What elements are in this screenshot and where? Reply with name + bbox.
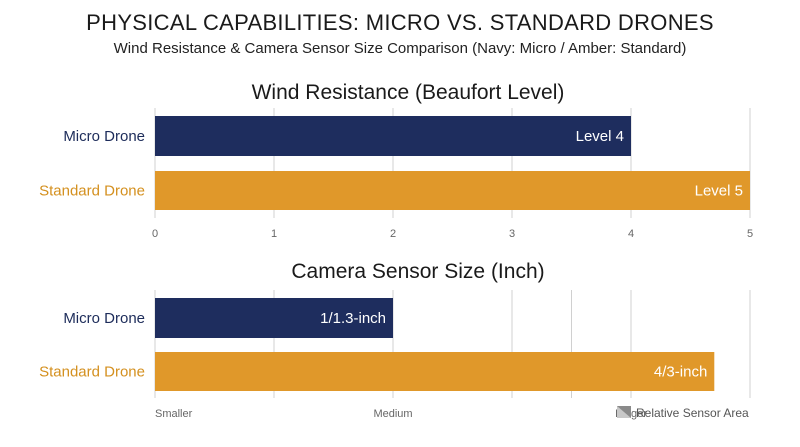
wind-tick-label: 5 xyxy=(747,228,753,240)
sensor-value-label: 4/3-inch xyxy=(654,364,707,381)
main-title: PHYSICAL CAPABILITIES: MICRO VS. STANDAR… xyxy=(86,10,714,35)
subtitle: Wind Resistance & Camera Sensor Size Com… xyxy=(113,40,687,57)
wind-tick-label: 4 xyxy=(628,228,634,240)
wind-value-label: Level 4 xyxy=(576,128,624,145)
sensor-bars: Micro Drone 1/1.3-inch Standard Drone 4/3-i… xyxy=(39,298,715,391)
sensor-category-label: Standard Drone xyxy=(39,364,145,381)
wind-ticks: 0 1 2 3 4 5 xyxy=(152,228,753,240)
wind-chart-title: Wind Resistance (Beaufort Level) xyxy=(252,81,565,104)
wind-category-label: Standard Drone xyxy=(39,183,145,200)
sensor-tick-label: Medium xyxy=(373,408,412,420)
wind-tick-label: 2 xyxy=(390,228,396,240)
wind-resistance-chart: Wind Resistance (Beaufort Level) Micro D… xyxy=(39,81,753,240)
sensor-ticks: SmallerMediumLarger xyxy=(155,408,647,420)
wind-bar xyxy=(155,116,631,156)
sensor-legend: Relative Sensor Area xyxy=(617,406,749,420)
wind-tick-label: 3 xyxy=(509,228,515,240)
sensor-area-icon xyxy=(617,406,631,418)
sensor-size-chart: Camera Sensor Size (Inch) Micro Drone 1/1… xyxy=(39,260,751,420)
sensor-bar xyxy=(155,298,393,338)
sensor-value-label: 1/1.3-inch xyxy=(320,310,386,327)
wind-bars: Micro Drone Level 4 Standard Drone Level 5 xyxy=(39,116,750,210)
wind-bar xyxy=(155,171,750,210)
sensor-chart-title: Camera Sensor Size (Inch) xyxy=(291,260,544,283)
sensor-bar xyxy=(155,352,715,391)
sensor-tick-label: Smaller xyxy=(155,408,193,420)
sensor-category-label: Micro Drone xyxy=(63,310,145,327)
wind-value-label: Level 5 xyxy=(695,183,743,200)
wind-category-label: Micro Drone xyxy=(63,128,145,145)
wind-tick-label: 1 xyxy=(271,228,277,240)
wind-tick-label: 0 xyxy=(152,228,158,240)
legend-label: Relative Sensor Area xyxy=(636,406,749,420)
